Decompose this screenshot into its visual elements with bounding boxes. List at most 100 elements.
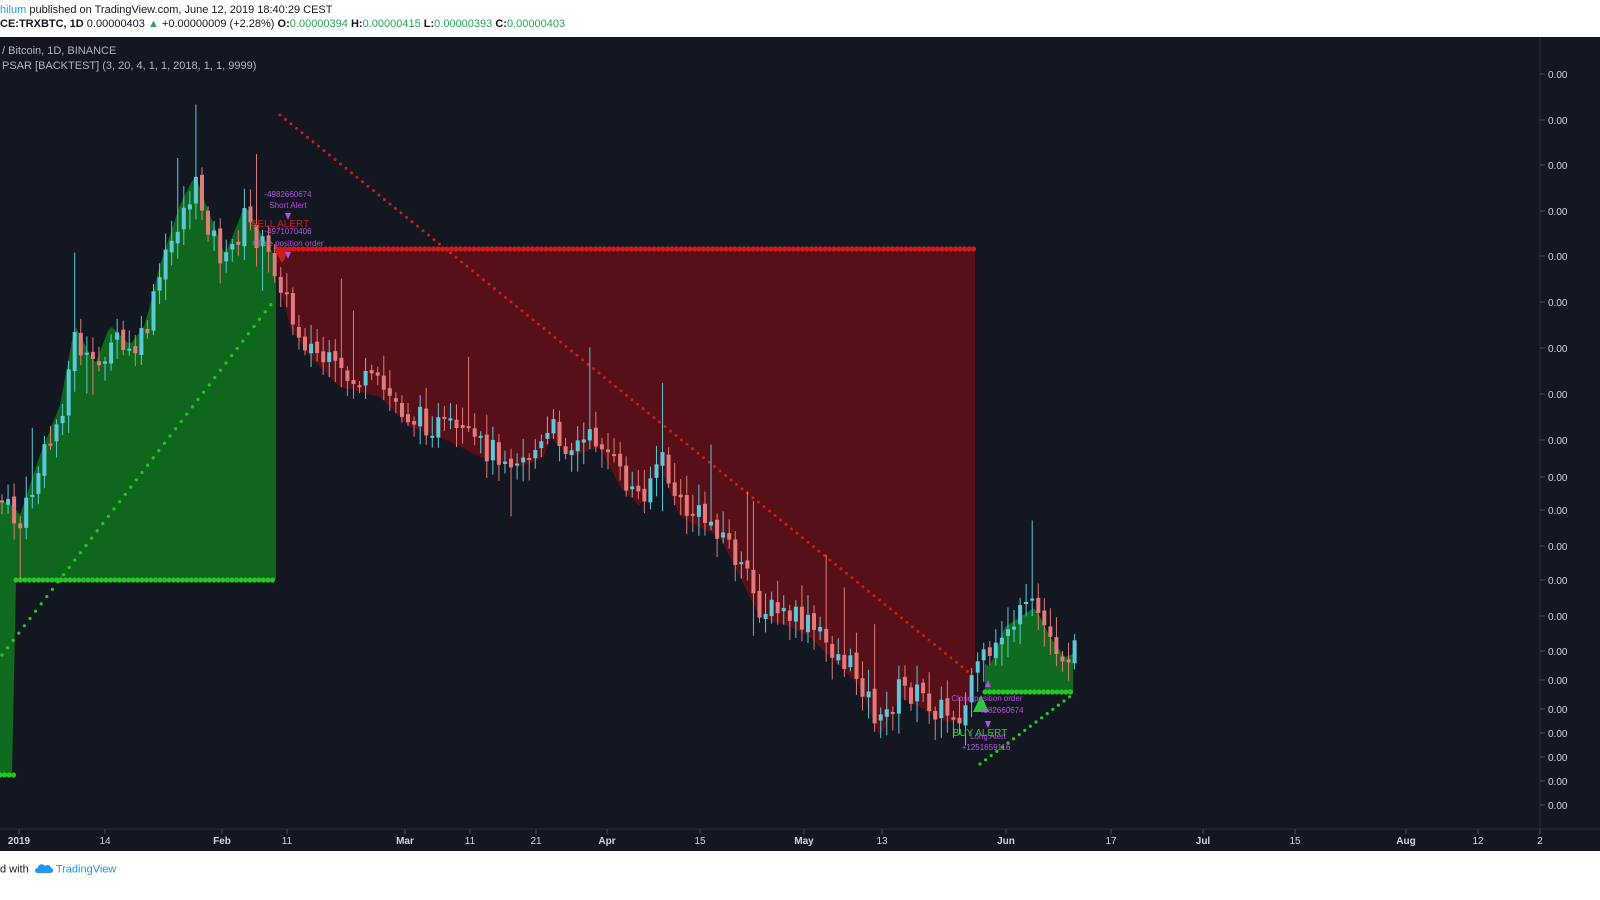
psar-dot bbox=[311, 140, 315, 144]
chart-pane[interactable]: -4982660674 Short Alert SELL ALERT -4971070… bbox=[0, 37, 1600, 851]
psar-dot bbox=[784, 522, 788, 526]
psar-dot bbox=[795, 531, 799, 535]
tradingview-brand[interactable]: TradingView bbox=[55, 863, 117, 876]
psar-dot bbox=[630, 398, 634, 402]
price-axis-label: 0.00 bbox=[1548, 298, 1568, 309]
price-change: +0.00000009 (+2.28%) bbox=[161, 18, 275, 30]
long-stop-dot bbox=[166, 577, 172, 583]
time-axis-label: 11 bbox=[282, 836, 293, 847]
short-stop-dot bbox=[849, 246, 855, 252]
long-stop-dot bbox=[1040, 689, 1047, 695]
candle-body bbox=[624, 465, 629, 491]
long-stop-dot bbox=[1045, 689, 1051, 695]
price-axis-label: 0.00 bbox=[1548, 207, 1568, 218]
short-stop-dot bbox=[768, 246, 774, 252]
psar-dot bbox=[427, 233, 430, 237]
short-stop-dot bbox=[709, 246, 716, 252]
psar-dot bbox=[564, 344, 568, 348]
time-axis-label: 14 bbox=[99, 836, 111, 847]
short-stop-dot bbox=[880, 246, 887, 252]
sell-alert-label: SELL ALERT bbox=[251, 219, 309, 230]
candle-body bbox=[1024, 602, 1029, 604]
psar-dot bbox=[112, 507, 116, 511]
short-stop-dot bbox=[484, 246, 491, 252]
short-stop-dot bbox=[615, 246, 621, 252]
short-stop-dot bbox=[727, 246, 734, 252]
time-axis-label: May bbox=[794, 836, 814, 847]
candle-body bbox=[739, 562, 744, 565]
candle-body bbox=[351, 380, 356, 384]
candle-body bbox=[236, 241, 241, 245]
candle-body bbox=[896, 679, 901, 714]
candle-body bbox=[927, 693, 932, 712]
short-stop-dot bbox=[318, 246, 324, 252]
candle-body bbox=[430, 435, 435, 438]
psar-dot bbox=[123, 492, 127, 496]
chart-canvas[interactable]: -4982660674 Short Alert SELL ALERT-4971070… bbox=[0, 37, 1600, 851]
short-stop-dot bbox=[772, 246, 779, 252]
candle-body bbox=[242, 208, 247, 247]
candle-body bbox=[799, 606, 804, 630]
short-stop-dot bbox=[471, 246, 477, 252]
psar-dot bbox=[6, 646, 10, 650]
candle-body bbox=[521, 457, 526, 463]
candle-body bbox=[200, 174, 204, 211]
long-position-fill-left bbox=[0, 500, 16, 775]
candle-body bbox=[515, 463, 520, 466]
psar-dot bbox=[443, 247, 447, 250]
psar-dot bbox=[1068, 695, 1072, 699]
psar-dot bbox=[190, 405, 194, 409]
psar-dot bbox=[1056, 703, 1060, 707]
short-stop-dot bbox=[664, 246, 671, 252]
long-stop-dot bbox=[143, 577, 150, 583]
long-alert-label: Long Alert bbox=[970, 732, 1007, 741]
candle-body bbox=[606, 449, 610, 453]
psar-dot bbox=[619, 389, 623, 393]
short-stop-dot bbox=[466, 246, 473, 252]
candle-body bbox=[599, 444, 604, 450]
candle-body bbox=[684, 495, 689, 516]
long-stop-dot bbox=[98, 577, 105, 583]
short-stop-dot bbox=[813, 246, 819, 252]
psar-dot bbox=[867, 589, 870, 593]
candle-body bbox=[957, 717, 962, 724]
long-stop-dot bbox=[1036, 689, 1042, 695]
psar-dot bbox=[0, 653, 4, 657]
candle-body bbox=[30, 494, 35, 497]
short-stop-dot bbox=[943, 246, 950, 252]
high-value: 0.00000415 bbox=[362, 18, 421, 30]
candle-body bbox=[406, 414, 410, 423]
short-stop-dot bbox=[507, 246, 513, 252]
short-stop-dot bbox=[547, 246, 554, 252]
candle-body bbox=[387, 388, 392, 396]
short-stop-dot bbox=[633, 246, 639, 252]
buy-signal-arrow bbox=[973, 695, 989, 712]
short-stop-dot bbox=[565, 246, 572, 252]
long-stop-dot bbox=[265, 577, 271, 583]
long-stop-dot bbox=[982, 689, 988, 695]
psar-dot bbox=[1023, 728, 1027, 733]
short-stop-dot bbox=[291, 246, 297, 252]
psar-dot bbox=[22, 624, 26, 628]
short-stop-dot bbox=[448, 246, 455, 252]
long-stop-dot bbox=[1049, 689, 1056, 695]
long-stop-dot bbox=[193, 577, 199, 583]
short-stop-dot bbox=[543, 246, 549, 252]
long-stop-dot bbox=[26, 577, 33, 583]
up-arrow-icon: ▲ bbox=[147, 18, 159, 30]
candle-body bbox=[587, 429, 592, 441]
candle-body bbox=[581, 439, 586, 443]
author-link[interactable]: hilum bbox=[0, 4, 27, 16]
candle-body bbox=[1006, 629, 1010, 637]
psar-dot bbox=[306, 135, 309, 139]
psar-dot bbox=[28, 616, 32, 621]
long-stop-dot bbox=[242, 577, 249, 583]
psar-dot bbox=[1040, 716, 1044, 720]
candle-body bbox=[987, 647, 992, 656]
short-stop-dot bbox=[732, 246, 738, 252]
low-value: 0.00000393 bbox=[434, 18, 493, 30]
psar-dot bbox=[67, 565, 71, 570]
psar-dot bbox=[828, 558, 832, 562]
psar-dot bbox=[735, 482, 738, 486]
short-stop-dot bbox=[907, 246, 914, 252]
